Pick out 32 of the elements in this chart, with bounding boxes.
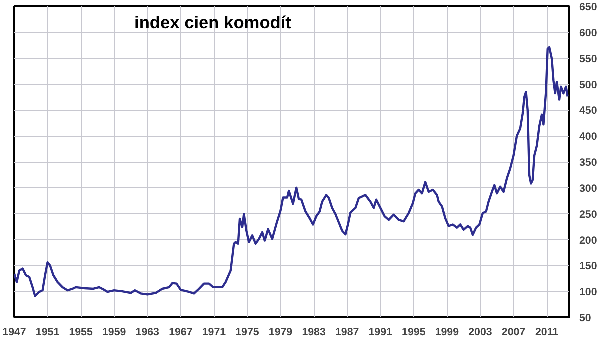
- x-tick-label: 1951: [36, 326, 60, 338]
- x-tick-label: 2007: [502, 326, 526, 338]
- x-tick-label: 1963: [136, 326, 160, 338]
- x-tick-label: 2011: [535, 326, 559, 338]
- x-tick-label: 1947: [2, 326, 26, 338]
- x-tick-label: 1987: [335, 326, 360, 338]
- y-tick-label: 650: [580, 2, 598, 14]
- line-series: [14, 46, 569, 298]
- x-tick-label: 1971: [202, 326, 226, 338]
- x-tick-label: 1967: [169, 326, 193, 338]
- x-tick-label: 1959: [102, 326, 126, 338]
- x-tick-label: 1991: [368, 326, 393, 338]
- y-tick-label: 400: [580, 131, 598, 144]
- x-tick-label: 1955: [69, 326, 93, 338]
- x-tick-label: 2003: [468, 326, 492, 338]
- y-tick-label: 550: [580, 53, 598, 66]
- y-tick-label: 350: [580, 157, 598, 169]
- y-tick-label: 100: [580, 286, 598, 299]
- x-tick-label: 1999: [435, 326, 460, 338]
- y-tick-label: 200: [580, 234, 598, 247]
- y-tick-label: 150: [580, 260, 598, 273]
- x-tick-label: 1975: [236, 326, 260, 338]
- x-tick-label: 1979: [268, 326, 293, 338]
- y-tick-label: 600: [580, 27, 598, 40]
- x-tick-label: 1995: [402, 326, 426, 338]
- y-tick-label: 500: [580, 79, 598, 92]
- x-tick-label: 1983: [302, 326, 326, 338]
- y-tick-label: 50: [580, 312, 592, 324]
- chart-title: index cien komodít: [134, 12, 292, 32]
- y-tick-label: 250: [580, 208, 598, 221]
- y-tick-label: 300: [580, 182, 598, 195]
- y-tick-label: 450: [580, 105, 598, 118]
